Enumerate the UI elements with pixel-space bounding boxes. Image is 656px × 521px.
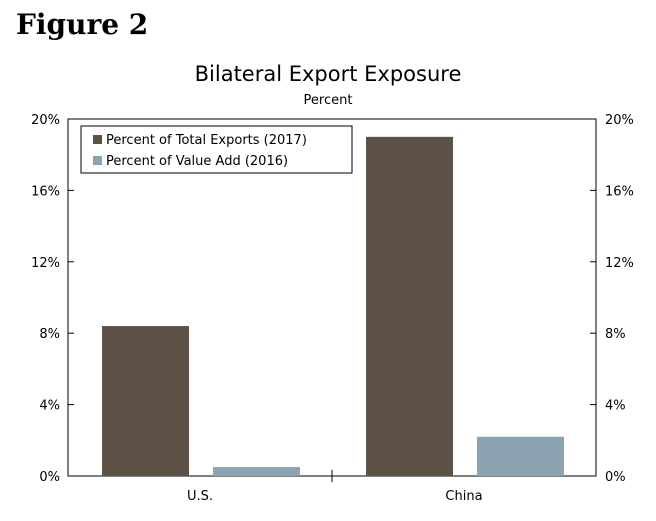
left-tick-label: 16% — [31, 184, 60, 199]
left-tick-label: 20% — [31, 113, 60, 128]
right-tick-label: 4% — [605, 399, 626, 414]
right-tick-label: 8% — [605, 327, 626, 342]
bar-china-series-1 — [366, 136, 453, 476]
left-tick-label: 8% — [39, 327, 60, 342]
legend-box — [80, 125, 353, 174]
figure-label: Figure 2 — [16, 8, 149, 41]
legend-label: Percent of Total Exports (2017) — [106, 133, 307, 148]
chart-title: Bilateral Export Exposure — [194, 62, 462, 86]
legend-label: Percent of Value Add (2016) — [106, 154, 288, 169]
bar-us-series-1 — [102, 326, 189, 476]
right-tick-label: 16% — [605, 184, 634, 199]
left-tick-label: 12% — [31, 256, 60, 271]
left-tick-label: 4% — [39, 399, 60, 414]
right-y-axis: 0% 4% 8% 12% 16% 20% — [590, 113, 634, 485]
x-tick-label: U.S. — [187, 489, 213, 504]
legend-swatch — [93, 135, 102, 144]
right-tick-label: 12% — [605, 256, 634, 271]
x-tick-label: China — [445, 489, 482, 504]
legend: Percent of Total Exports (2017) Percent o… — [80, 125, 353, 174]
legend-swatch — [93, 156, 102, 165]
left-tick-label: 0% — [39, 470, 60, 485]
chart-subtitle: Percent — [303, 93, 353, 108]
x-axis: U.S. China — [187, 470, 483, 504]
right-tick-label: 20% — [605, 113, 634, 128]
bar-china-series-2 — [477, 436, 564, 476]
left-y-axis: 0% 4% 8% 12% 16% 20% — [31, 113, 74, 485]
right-tick-label: 0% — [605, 470, 626, 485]
bar-us-series-2 — [213, 467, 300, 476]
bars-group — [102, 136, 564, 476]
